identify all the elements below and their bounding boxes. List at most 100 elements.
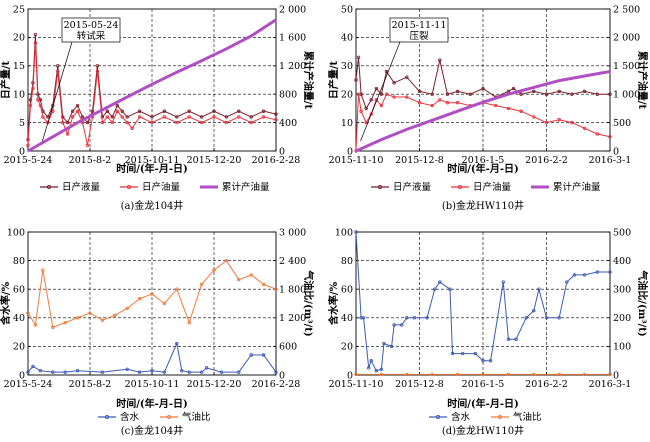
- series-line: [27, 34, 277, 140]
- y-tick-label: 15: [13, 61, 25, 72]
- data-point: [249, 120, 253, 125]
- x-tick-label: 2016-1-5: [462, 155, 505, 166]
- data-point: [51, 325, 55, 330]
- data-point: [608, 92, 612, 96]
- data-point: [80, 115, 85, 119]
- data-point: [175, 341, 179, 346]
- data-point: [557, 372, 561, 377]
- data-point: [595, 132, 599, 136]
- x-tick-label: 2015-11-10: [329, 155, 384, 166]
- data-point: [237, 109, 241, 113]
- y2-tick-label: 100: [613, 342, 631, 353]
- data-point: [110, 115, 115, 119]
- y-tick-label: 80: [13, 256, 25, 267]
- data-point: [595, 92, 599, 96]
- x-tick-label: 2015-12-20: [187, 155, 242, 166]
- data-point: [379, 372, 384, 377]
- data-point: [100, 318, 105, 322]
- data-point: [51, 370, 55, 374]
- data-point: [113, 313, 117, 318]
- data-point: [565, 280, 569, 284]
- data-point: [180, 369, 184, 373]
- legend-label: 日产油量: [473, 181, 512, 193]
- data-point: [417, 89, 422, 94]
- data-point: [450, 351, 455, 356]
- data-point: [354, 78, 358, 82]
- data-point: [356, 92, 361, 96]
- series-line: [27, 18, 277, 153]
- data-point: [582, 89, 587, 94]
- data-point: [56, 64, 60, 68]
- x-tick-label: 2015-11-10: [329, 379, 384, 390]
- data-point: [514, 337, 518, 341]
- legend-label: 气油比: [182, 411, 211, 423]
- data-point: [175, 115, 179, 119]
- data-point: [237, 277, 241, 282]
- data-point: [187, 115, 191, 119]
- data-point: [26, 311, 30, 315]
- data-point: [379, 103, 384, 108]
- data-point: [65, 132, 70, 136]
- annotation-date: 2015-11-11: [392, 20, 447, 31]
- y2-tick-label: 600: [279, 342, 297, 353]
- data-point: [65, 120, 70, 125]
- y-tick-label: 5: [19, 118, 25, 129]
- data-point: [274, 118, 278, 122]
- data-point: [95, 64, 100, 68]
- data-point: [75, 109, 80, 113]
- legend-marker: [457, 184, 463, 190]
- data-point: [100, 370, 105, 374]
- data-point: [430, 372, 434, 377]
- data-point: [38, 369, 43, 373]
- y-tick-label: 0: [19, 146, 25, 157]
- data-point: [608, 135, 612, 139]
- data-point: [481, 359, 485, 363]
- y2-tick-label: 500: [613, 118, 631, 129]
- data-point: [100, 120, 105, 125]
- chart-caption: (d)金龙HW110井: [442, 424, 524, 437]
- data-point: [557, 118, 561, 122]
- data-point: [570, 92, 574, 96]
- y2-tick-label: 1 200: [279, 313, 306, 324]
- data-point: [212, 109, 216, 113]
- data-point: [204, 366, 209, 370]
- y2-tick-label: 500: [613, 227, 631, 238]
- y2-tick-label: 200: [613, 313, 631, 324]
- annotation-box: [389, 17, 449, 43]
- data-point: [356, 55, 361, 59]
- data-point: [354, 372, 358, 377]
- y-tick-label: 25: [13, 4, 25, 15]
- data-point: [125, 306, 129, 310]
- legend-label: 累计产油量: [222, 181, 270, 193]
- y-tick-label: 100: [335, 227, 353, 238]
- data-point: [392, 81, 396, 85]
- data-point: [374, 369, 379, 373]
- data-point: [494, 103, 498, 108]
- y-axis-label: 日产量/t: [327, 60, 340, 99]
- data-point: [445, 101, 450, 105]
- data-point: [137, 109, 142, 113]
- y2-tick-label: 0: [279, 370, 285, 381]
- data-point: [162, 301, 167, 306]
- annotation-event: 压裂: [409, 30, 429, 42]
- data-point: [379, 92, 384, 96]
- data-point: [137, 297, 142, 301]
- data-point: [379, 367, 384, 371]
- series-line: [355, 231, 610, 372]
- x-tick-label: 2015-5-24: [4, 379, 53, 390]
- data-point: [237, 370, 241, 374]
- annotation-date: 2015-05-24: [64, 20, 119, 31]
- data-point: [33, 323, 38, 327]
- legend-marker: [126, 184, 132, 190]
- series-line: [355, 57, 610, 110]
- data-point: [582, 126, 587, 130]
- data-point: [31, 364, 35, 369]
- data-point: [115, 109, 119, 113]
- data-point: [63, 370, 67, 374]
- data-point: [26, 370, 30, 374]
- x-tick-label: 2016-3-1: [589, 155, 632, 166]
- data-point: [384, 92, 389, 96]
- y2-tick-label: 2 000: [613, 33, 640, 44]
- data-point: [572, 273, 577, 277]
- data-point: [175, 287, 179, 291]
